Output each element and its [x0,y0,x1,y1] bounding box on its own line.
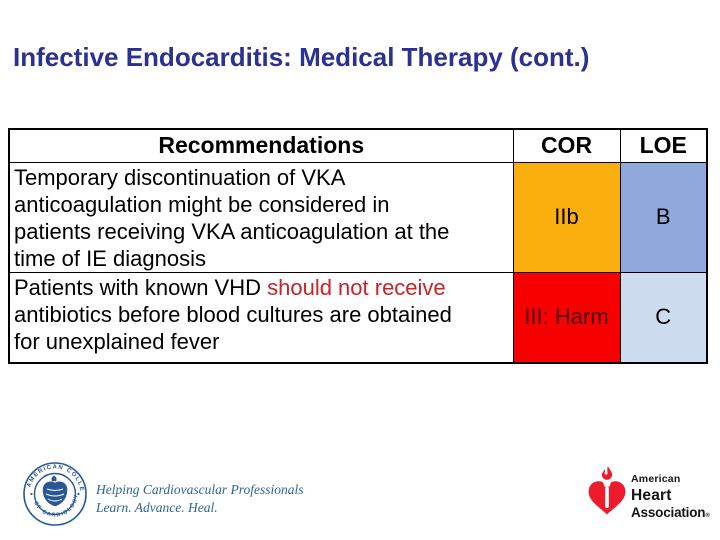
aha-flame [601,466,613,480]
header-loe: LOE [619,128,708,163]
recommendation-text-segment: antibiotics before blood cultures are ob… [14,301,452,354]
acc-tagline-line2: Learn. Advance. Heal. [96,499,218,515]
header-cor: COR [512,128,621,163]
aha-wordmark-line3: Association [631,505,706,520]
aha-torch-stem [605,486,609,508]
recommendation-text: Temporary discontinuation of VKA anticoa… [8,161,514,273]
aha-wordmark-line2: Heart [631,486,672,504]
acc-logo-seal-icon: AMERICAN COLLEGE OF CARDIOLOGY [22,461,87,526]
header-recommendations: Recommendations [8,128,514,163]
aha-wordmark: American Heart Association® [631,474,710,520]
table-row: Temporary discontinuation of VKA anticoa… [8,161,708,273]
recommendation-text: Patients with known VHD should not recei… [8,271,514,364]
table-header-row: Recommendations COR LOE [8,128,708,163]
loe-cell: C [619,271,708,364]
recommendations-table: Recommendations COR LOE Temporary discon… [8,128,708,364]
acc-seal-heart-figure [42,475,68,507]
acc-tagline: Helping Cardiovascular Professionals Lea… [96,481,304,516]
recommendation-text-segment: Patients with known VHD [14,274,268,300]
aha-wordmark-line1: American [631,473,681,485]
cor-cell: III: Harm [512,271,621,364]
aha-torch-cup [602,481,612,487]
slide-title: Infective Endocarditis: Medical Therapy … [13,42,590,72]
cor-cell: IIb [512,161,621,273]
warning-text-segment: should not receive [267,274,446,300]
aha-heart-torch-icon [588,466,626,515]
recommendation-text-segment: Temporary discontinuation of VKA anticoa… [14,164,450,271]
aha-wordmark-line3-wrap: Association® [631,506,710,520]
loe-cell: B [619,161,708,273]
acc-tagline-line1: Helping Cardiovascular Professionals [96,482,304,497]
aha-registered-mark: ® [705,513,710,519]
table-row: Patients with known VHD should not recei… [8,271,708,364]
